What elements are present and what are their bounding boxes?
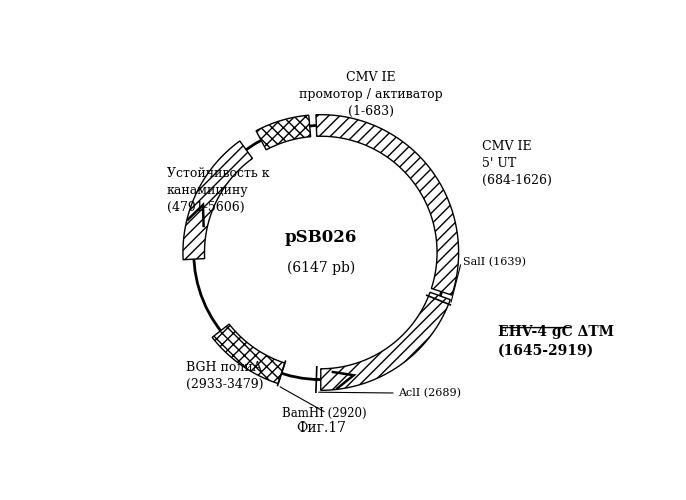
Polygon shape <box>212 324 285 384</box>
Text: BamHI (2920): BamHI (2920) <box>283 406 367 420</box>
Text: AclI (2689): AclI (2689) <box>398 388 461 398</box>
Polygon shape <box>256 115 311 150</box>
Text: (6147 pb): (6147 pb) <box>287 260 355 275</box>
Text: EHV-4 gC ΔTM
(1645-2919): EHV-4 gC ΔTM (1645-2919) <box>498 325 614 357</box>
Polygon shape <box>321 292 450 390</box>
Polygon shape <box>183 141 252 260</box>
Text: BGH полиА
(2933-3479): BGH полиА (2933-3479) <box>186 360 263 390</box>
Text: Фиг.17: Фиг.17 <box>296 422 346 436</box>
Text: CMV IE
5' UT
(684-1626): CMV IE 5' UT (684-1626) <box>482 140 552 188</box>
Text: pSB026: pSB026 <box>285 228 357 246</box>
Polygon shape <box>316 114 459 295</box>
Text: Устойчивость к
канамицину
(4791-5606): Устойчивость к канамицину (4791-5606) <box>167 168 270 214</box>
Text: CMV IE
промотор / активатор
(1-683): CMV IE промотор / активатор (1-683) <box>299 71 442 118</box>
Text: SalI (1639): SalI (1639) <box>463 257 526 268</box>
